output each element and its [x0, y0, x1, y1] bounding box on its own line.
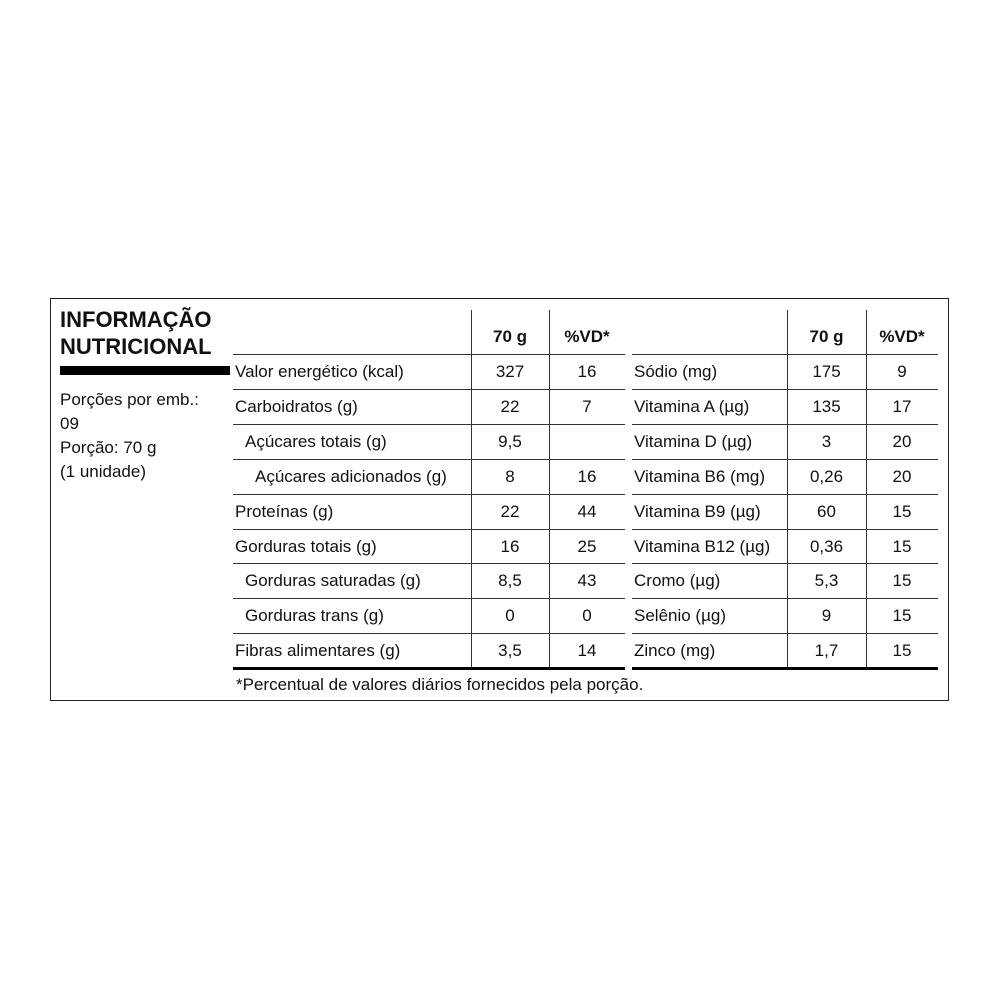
nutrient-name: Gorduras totais (g)	[235, 536, 377, 556]
row-line	[632, 563, 938, 565]
row-line	[632, 354, 938, 355]
row-line	[233, 354, 625, 355]
title: NUTRICIONAL	[60, 334, 212, 359]
nutrient-name: Vitamina B12 (µg)	[634, 536, 771, 556]
nutrient-value: 135	[812, 396, 841, 416]
column-line	[787, 310, 788, 669]
nutrient-value: 9	[821, 606, 832, 626]
nutrient-value: 15	[892, 536, 912, 556]
row-line	[632, 528, 938, 530]
column-header: %VD*	[879, 327, 925, 346]
row-line	[233, 458, 625, 460]
nutrient-name: Proteínas (g)	[235, 501, 334, 521]
nutrient-name: Fibras alimentares (g)	[235, 641, 401, 661]
nutrient-value: 43	[577, 571, 597, 591]
nutrient-value: 14	[577, 641, 597, 661]
nutrient-value: 22	[500, 501, 520, 521]
nutrient-name: Gorduras saturadas (g)	[245, 571, 421, 591]
nutrient-name: Gorduras trans (g)	[245, 606, 384, 626]
footnote: *Percentual de valores diários fornecido…	[236, 675, 644, 694]
nutrient-name: Vitamina B9 (µg)	[634, 501, 761, 521]
nutrient-value: 44	[577, 501, 597, 521]
nutrient-value: 8,5	[498, 571, 522, 591]
nutrient-value: 327	[495, 362, 525, 381]
nutrient-value: 0,26	[809, 466, 844, 486]
row-line	[233, 633, 625, 635]
table-bottom	[233, 667, 625, 671]
nutrient-name: Selênio (µg)	[634, 606, 727, 626]
column-line	[866, 310, 867, 669]
nutrient-value: 8	[505, 466, 515, 486]
column-line	[471, 310, 472, 669]
nutrient-name: Açúcares totais (g)	[245, 431, 387, 451]
nutrient-name: Sódio (mg)	[634, 362, 718, 381]
row-line	[233, 493, 625, 495]
serving-text: Porção: 70 g	[60, 438, 157, 457]
nutrient-value: 3	[821, 431, 832, 451]
nutrient-value: 15	[892, 606, 912, 626]
nutrient-value: 15	[892, 641, 912, 661]
nutrient-value: 22	[500, 396, 520, 416]
nutrient-name: Vitamina D (µg)	[634, 431, 753, 451]
nutrient-name: Vitamina A (µg)	[634, 396, 750, 416]
row-line	[632, 388, 938, 390]
nutrient-value: 20	[892, 431, 912, 451]
nutrient-value: 0	[505, 606, 515, 626]
nutrient-value: 15	[892, 571, 912, 591]
serving-text: (1 unidade)	[60, 462, 147, 481]
nutrient-value: 17	[892, 396, 912, 416]
nutrition-label	[50, 298, 949, 701]
row-line	[632, 423, 938, 425]
title: INFORMAÇÃO	[60, 307, 212, 332]
row-line	[632, 458, 938, 460]
nutrient-value: 16	[577, 362, 597, 381]
table-bottom	[632, 667, 938, 671]
row-line	[632, 493, 938, 495]
nutrient-value: 9	[897, 362, 907, 381]
nutrient-value: 7	[582, 396, 592, 416]
column-header: 70 g	[809, 327, 844, 346]
nutrient-value: 60	[817, 501, 836, 521]
nutrient-name: Vitamina B6 (mg)	[634, 466, 766, 486]
row-line	[632, 598, 938, 600]
nutrient-name: Cromo (µg)	[634, 571, 721, 591]
row-line	[233, 388, 625, 390]
column-line	[549, 310, 550, 669]
nutrient-value: 16	[500, 536, 520, 556]
nutrient-value: 0,36	[809, 536, 844, 556]
nutrient-name: Açúcares adicionados (g)	[255, 466, 447, 486]
nutrient-value: 175	[812, 362, 841, 381]
nutrient-value: 15	[892, 501, 912, 521]
nutrient-value: 0	[582, 606, 592, 626]
column-header: %VD*	[564, 327, 610, 346]
nutrient-name: Carboidratos (g)	[235, 396, 358, 416]
nutrient-value: 1,7	[814, 641, 839, 661]
serving-text: 09	[60, 414, 79, 433]
row-line	[632, 633, 938, 635]
row-line	[233, 528, 625, 530]
nutrient-value: 25	[577, 536, 597, 556]
nutrient-name: Zinco (mg)	[634, 641, 716, 661]
nutrient-value: 9,5	[498, 431, 522, 451]
row-line	[233, 563, 625, 565]
nutrient-value: 3,5	[498, 641, 522, 661]
column-header: 70 g	[492, 327, 528, 346]
nutrient-name: Valor energético (kcal)	[235, 362, 404, 381]
title-bar	[60, 366, 230, 375]
row-line	[233, 423, 625, 425]
row-line	[233, 598, 625, 600]
serving-text: Porções por emb.:	[60, 390, 199, 409]
nutrient-value: 5,3	[814, 571, 839, 591]
nutrient-value: 16	[577, 466, 597, 486]
nutrient-value: 20	[892, 466, 912, 486]
